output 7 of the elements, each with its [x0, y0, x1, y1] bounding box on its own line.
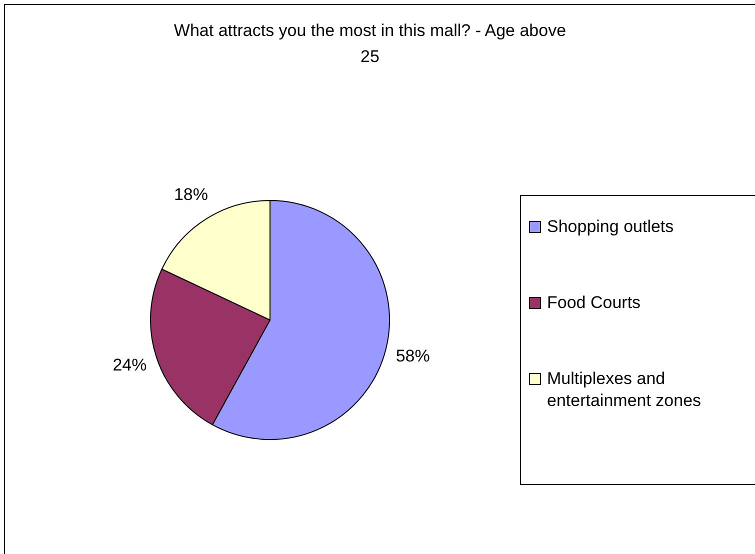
legend-label: Shopping outlets: [547, 216, 675, 238]
data-label: 24%: [112, 355, 147, 374]
data-label: 18%: [174, 185, 208, 204]
chart-title: What attracts you the most in this mall? - Age above 25: [172, 20, 568, 68]
data-label: 58%: [396, 346, 430, 366]
legend-label: Food Courts: [547, 292, 642, 314]
legend-label: Multiplexes and entertainment zones: [547, 368, 702, 412]
